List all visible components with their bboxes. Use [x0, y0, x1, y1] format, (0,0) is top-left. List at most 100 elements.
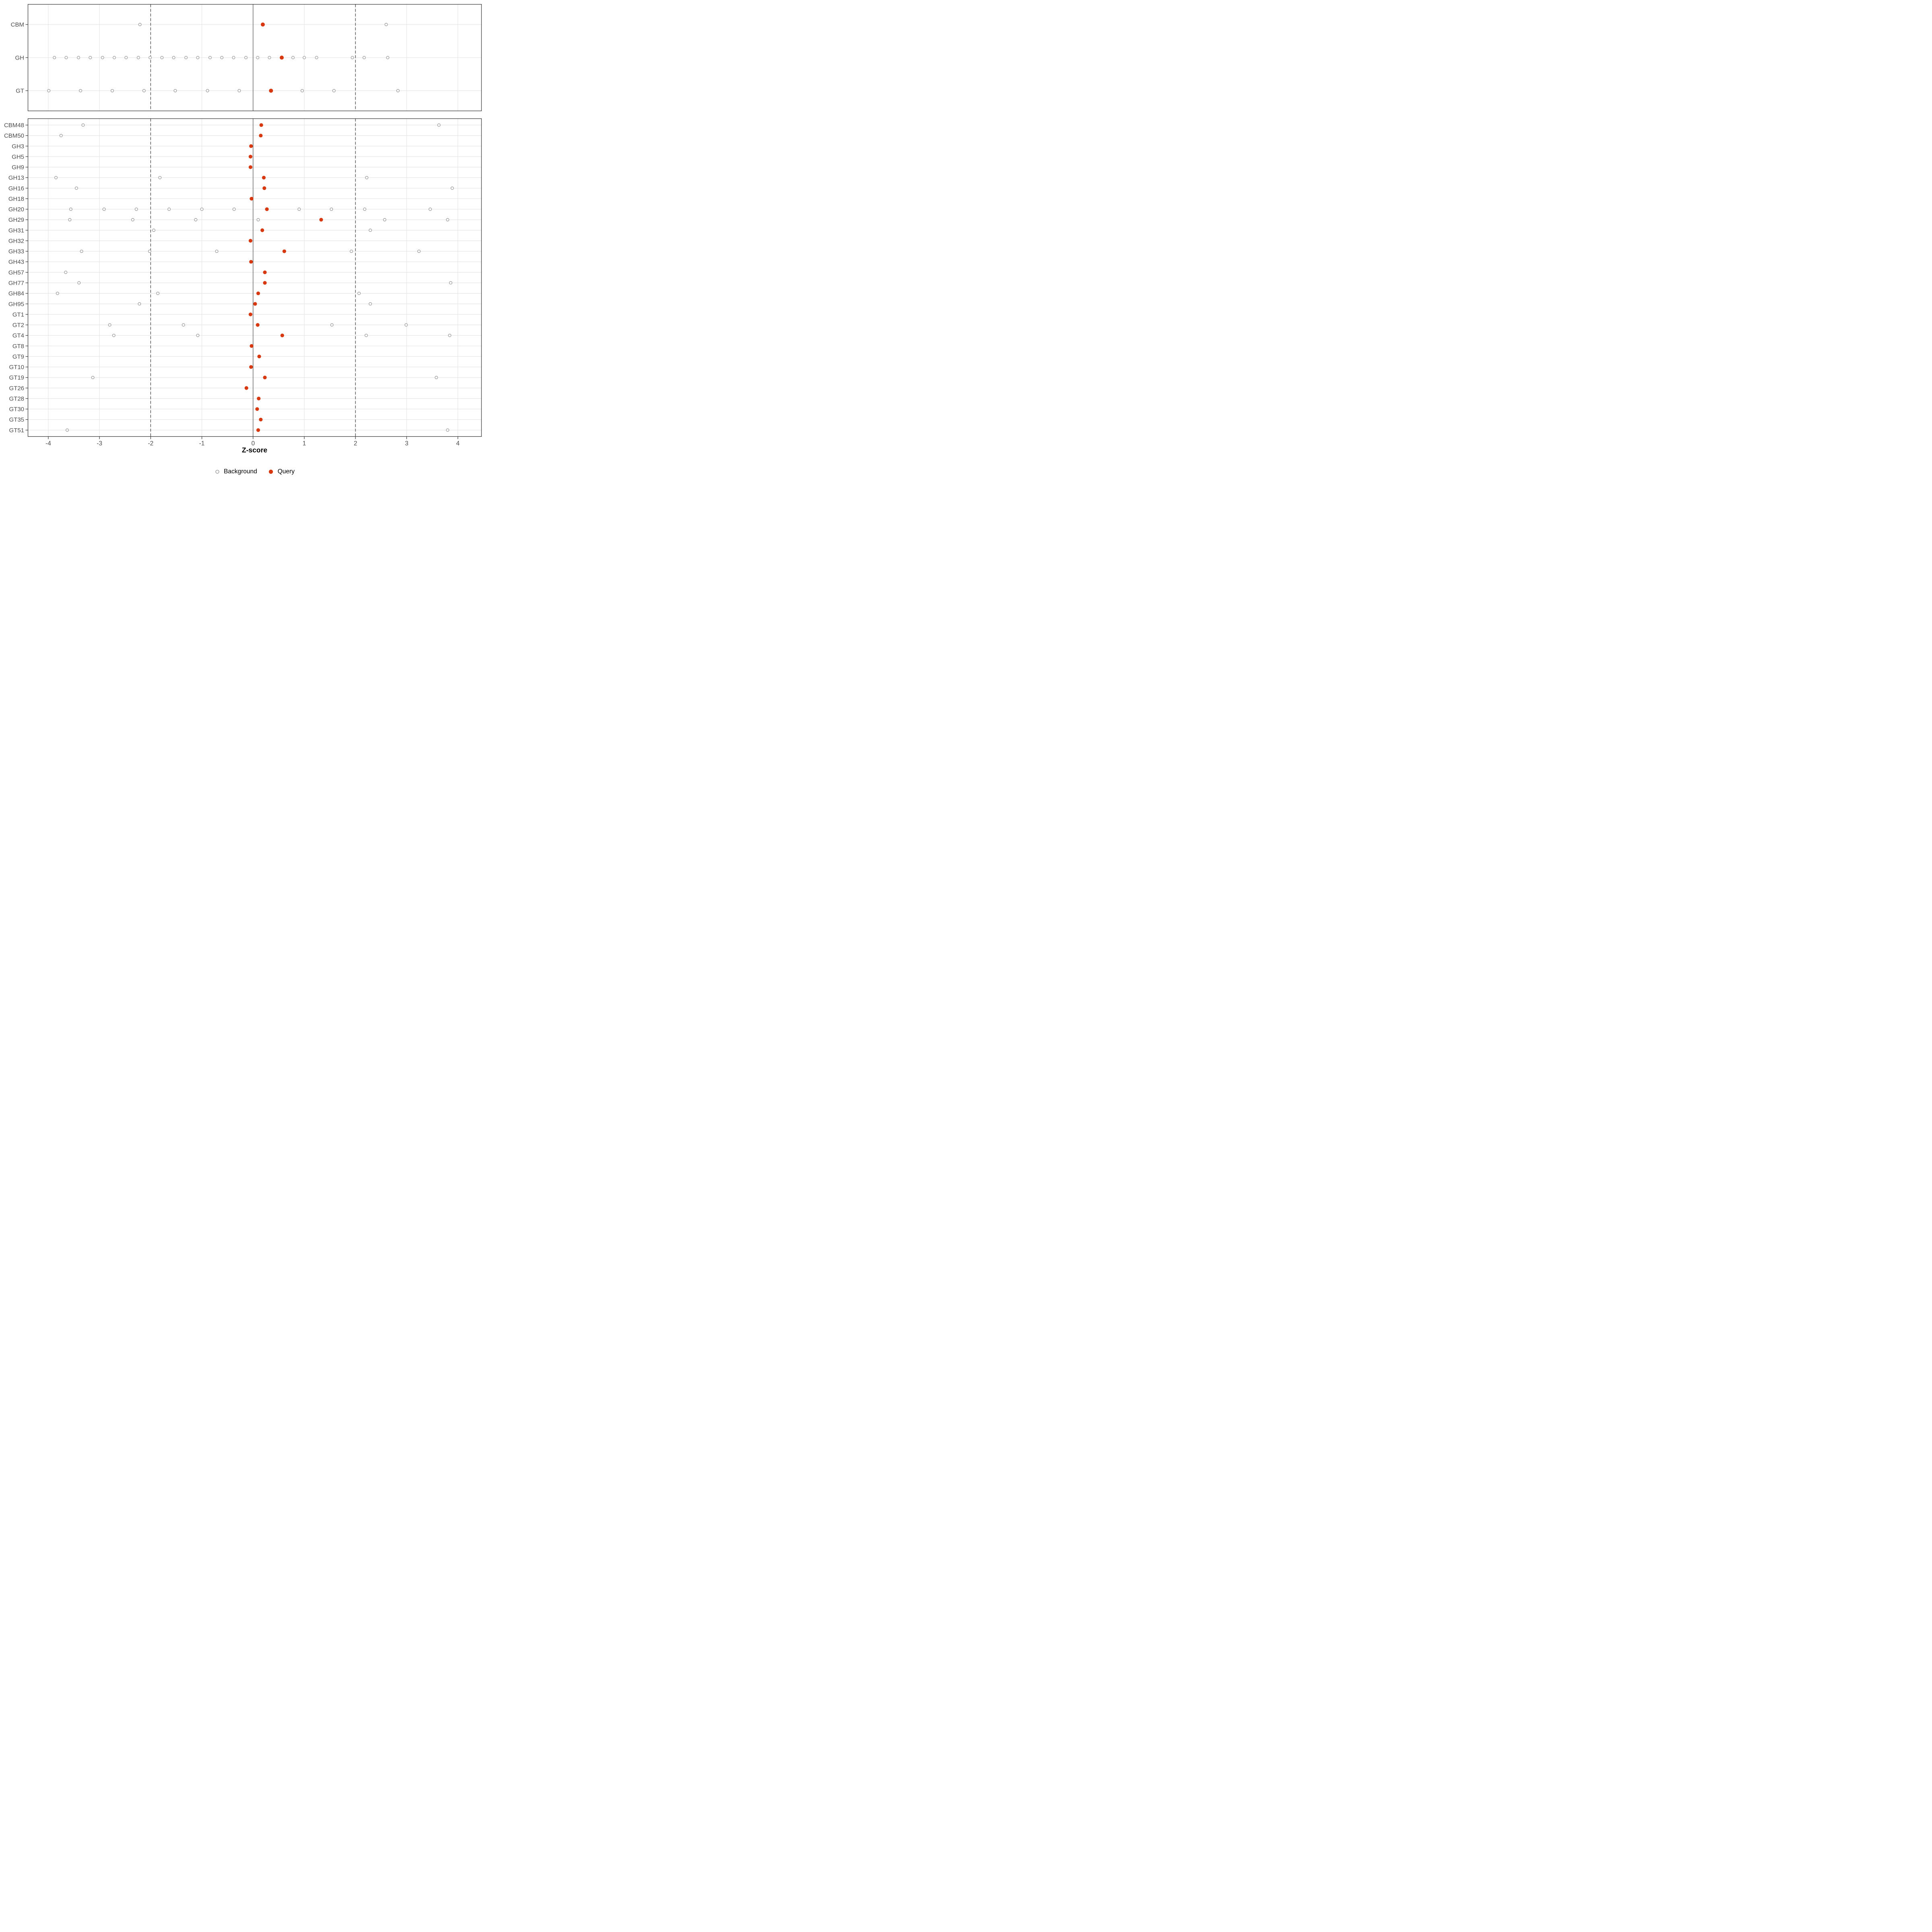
background-point	[194, 218, 198, 221]
row-label: GT8	[12, 343, 24, 350]
x-tick-label: -3	[97, 440, 102, 447]
background-point	[66, 428, 69, 432]
zscore-dot-plot: CBM GH GT CBM48 CBM50 GH3 GH5 GH9 GH13 GH16 GH18 GH…	[4, 4, 482, 447]
row-label: GT51	[9, 427, 24, 434]
row-label: GH16	[8, 185, 24, 192]
background-point	[365, 176, 369, 180]
background-point	[232, 56, 235, 60]
background-point	[160, 56, 164, 60]
background-point	[138, 302, 141, 305]
background-point	[449, 281, 452, 285]
background-point	[196, 334, 200, 337]
background-point	[142, 89, 146, 93]
background-point	[124, 56, 128, 60]
background-point	[148, 250, 151, 253]
background-point	[369, 302, 372, 305]
background-point	[74, 186, 78, 190]
x-tick-label: -2	[148, 440, 153, 447]
background-point	[446, 218, 450, 221]
row-label: GH5	[12, 153, 24, 160]
background-point	[184, 56, 188, 60]
background-point	[80, 250, 83, 253]
background-point	[437, 123, 441, 127]
background-point	[89, 56, 92, 60]
row-label: GH29	[8, 217, 24, 223]
legend-item-query: Query	[268, 468, 295, 475]
row-label: GT19	[9, 374, 24, 381]
x-tick-label: 1	[303, 440, 306, 447]
background-point	[69, 207, 72, 211]
background-point	[435, 376, 438, 379]
query-point	[259, 123, 263, 127]
figure: CBM GH GT CBM48 CBM50 GH3 GH5 GH9 GH13 GH16 GH18 GH…	[0, 0, 483, 483]
row-label: GT2	[12, 322, 24, 329]
background-point	[362, 56, 366, 60]
background-point	[256, 218, 260, 221]
row-label: GH43	[8, 259, 24, 266]
background-point	[450, 186, 454, 190]
background-point	[369, 229, 372, 232]
background-point	[302, 56, 306, 60]
query-point	[249, 260, 253, 264]
row-label: CBM50	[4, 132, 24, 139]
background-point	[81, 123, 85, 127]
background-point	[113, 56, 116, 60]
query-point	[249, 144, 253, 148]
query-point	[248, 239, 252, 243]
background-point	[330, 323, 334, 327]
background-point	[244, 56, 248, 60]
background-point	[138, 23, 142, 26]
row-label: GH77	[8, 280, 24, 287]
row-label: CBM48	[4, 122, 24, 129]
query-point	[257, 396, 261, 400]
query-point	[256, 323, 260, 327]
background-point	[363, 207, 367, 211]
background-point	[332, 89, 336, 93]
row-label: GH57	[8, 269, 24, 276]
x-axis-title: Z-score	[242, 446, 268, 454]
background-point	[64, 56, 68, 60]
background-point	[357, 291, 361, 295]
row-label: GT4	[12, 332, 24, 339]
background-point	[77, 56, 80, 60]
background-point	[53, 56, 56, 60]
row-label: GH32	[8, 237, 24, 244]
background-point	[77, 281, 81, 285]
row-label: GH	[15, 54, 25, 61]
row-label: GT10	[9, 364, 24, 371]
x-tick-label: 4	[456, 440, 460, 447]
background-point	[383, 218, 386, 221]
query-point	[260, 228, 264, 232]
legend: Background Query	[28, 467, 481, 477]
background-point	[54, 176, 58, 180]
background-point	[215, 250, 219, 253]
row-label: GH95	[8, 301, 24, 308]
row-label: GT1	[12, 311, 24, 318]
query-point	[260, 22, 265, 27]
row-label: GT35	[9, 417, 24, 423]
row-label: GH20	[8, 206, 24, 213]
query-point	[262, 175, 266, 180]
background-point	[417, 250, 421, 253]
background-point	[300, 89, 304, 93]
background-point	[182, 323, 185, 327]
row-label: GH33	[8, 248, 24, 255]
query-point	[256, 291, 260, 295]
row-label: GH84	[8, 290, 24, 297]
background-point	[167, 207, 171, 211]
background-point	[108, 323, 111, 327]
background-point	[232, 207, 236, 211]
background-point	[112, 334, 116, 337]
background-point	[315, 56, 318, 60]
query-point	[279, 56, 284, 60]
background-point	[208, 56, 212, 60]
x-tick-label: -4	[45, 440, 51, 447]
query-point	[259, 134, 263, 138]
background-point	[405, 323, 408, 327]
query-point	[269, 89, 273, 93]
background-point	[384, 23, 388, 26]
background-point	[206, 89, 209, 93]
background-point	[68, 218, 72, 221]
query-point	[248, 165, 252, 169]
background-point	[152, 229, 155, 232]
